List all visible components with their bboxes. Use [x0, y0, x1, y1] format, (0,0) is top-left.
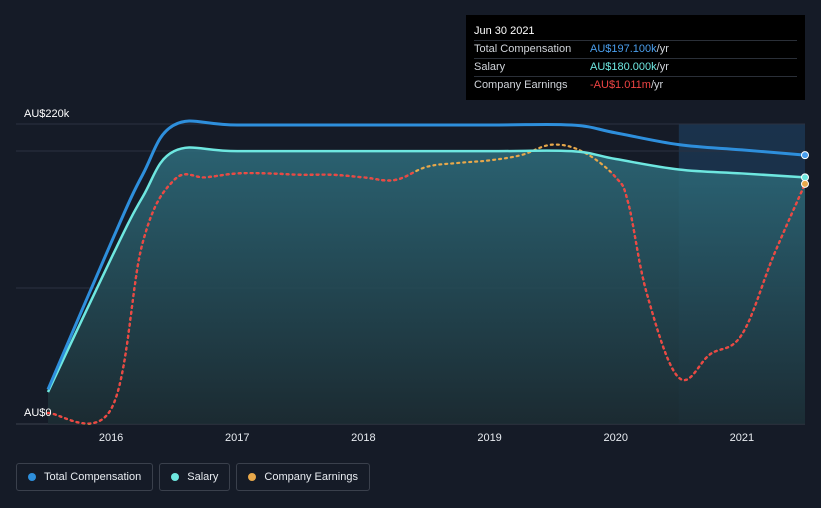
legend: Total Compensation Salary Company Earnin…	[16, 463, 370, 491]
tooltip-value: AU$180.000k	[590, 61, 657, 73]
series-line-company-earnings-negative	[46, 172, 805, 424]
legend-dot-icon	[171, 473, 180, 481]
tooltip-date: Jun 30 2021	[474, 25, 535, 37]
tooltip-row-company-earnings: Company Earnings -AU$1.011m /yr	[474, 76, 797, 94]
y-tick-label-bottom: AU$0	[24, 407, 52, 419]
series-line-salary	[46, 146, 806, 393]
end-point-company-earnings	[801, 179, 809, 188]
x-tick-label-2018: 2018	[351, 432, 375, 444]
tooltip: Jun 30 2021 Total Compensation AU$197.10…	[466, 15, 805, 100]
tooltip-value: -AU$1.011m	[590, 79, 651, 91]
tooltip-row-salary: Salary AU$180.000k /yr	[474, 58, 797, 76]
end-point-salary	[801, 173, 809, 182]
x-tick-label-2016: 2016	[99, 432, 123, 444]
end-point-total-compensation	[801, 151, 809, 160]
legend-label: Total Compensation	[44, 471, 142, 483]
tooltip-label: Company Earnings	[474, 79, 568, 91]
legend-item-company-earnings[interactable]: Company Earnings	[236, 463, 370, 491]
legend-item-total-compensation[interactable]: Total Compensation	[16, 463, 154, 491]
legend-item-salary[interactable]: Salary	[159, 463, 231, 491]
tooltip-unit: /yr	[656, 61, 669, 73]
legend-dot-icon	[28, 473, 36, 481]
legend-label: Company Earnings	[264, 471, 358, 483]
x-tick-label-2017: 2017	[225, 432, 249, 444]
tooltip-row-total-compensation: Total Compensation AU$197.100k /yr	[474, 40, 797, 58]
tooltip-unit: /yr	[656, 43, 669, 55]
x-tick-label-2019: 2019	[477, 432, 501, 444]
y-tick-label-top: AU$220k	[24, 108, 70, 120]
tooltip-label: Salary	[474, 61, 506, 73]
tooltip-value: AU$197.100k	[590, 43, 657, 55]
tooltip-unit: /yr	[650, 79, 664, 91]
series-line-total-compensation	[46, 119, 806, 391]
x-axis: 2016 2017 2018 2019 2020 2021	[99, 432, 754, 444]
x-tick-label-2021: 2021	[730, 432, 754, 444]
salary-area	[48, 147, 805, 424]
legend-dot-icon	[248, 473, 257, 481]
x-tick-label-2020: 2020	[604, 432, 628, 444]
series-layer	[46, 119, 809, 425]
legend-label: Salary	[187, 471, 219, 483]
tooltip-label: Total Compensation	[474, 43, 572, 55]
